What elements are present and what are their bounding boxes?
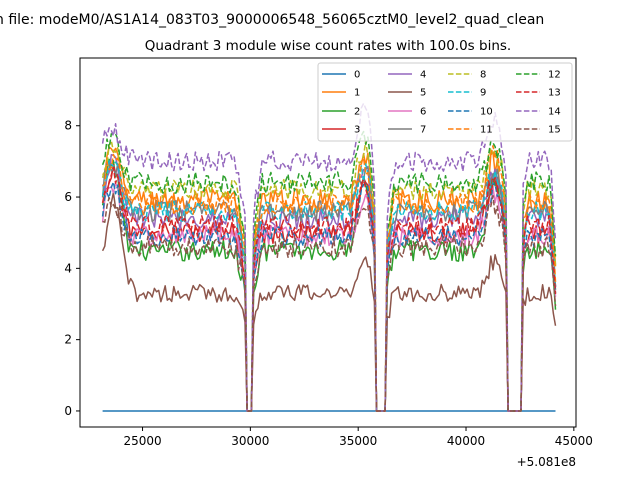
legend-label-14: 14 [548, 107, 561, 118]
series-line-7 [101, 161, 557, 412]
legend-label-11: 11 [480, 125, 493, 136]
x-axis: 25000 30000 35000 40000 45000 [123, 427, 593, 448]
series-line-14 [101, 102, 557, 412]
chart-title: Quadrant 3 module wise count rates with … [145, 38, 511, 54]
x-tick-label: 35000 [339, 434, 377, 448]
legend-box [317, 62, 573, 142]
series-line-10 [101, 181, 557, 412]
series-line-9 [101, 160, 557, 412]
legend-label-5: 5 [420, 88, 426, 99]
legend-label-1: 1 [354, 88, 360, 99]
x-tick-label: 25000 [123, 434, 161, 448]
legend-label-0: 0 [354, 70, 360, 81]
legend-label-15: 15 [548, 125, 561, 136]
legend-label-8: 8 [480, 70, 486, 81]
series-line-12 [101, 130, 557, 412]
series-line-1 [102, 146, 557, 412]
x-tick-label: 40000 [447, 434, 485, 448]
legend-label-2: 2 [354, 107, 360, 118]
legend-label-4: 4 [420, 70, 426, 81]
y-tick-label: 2 [64, 333, 72, 347]
series-line-13 [101, 166, 557, 412]
plot-lines [101, 102, 557, 412]
series-line-5 [101, 191, 557, 412]
y-axis: 0 2 4 6 8 [64, 119, 80, 418]
x-offset-label: +5.081e8 [517, 455, 576, 469]
y-tick-label: 4 [64, 261, 72, 275]
figure-suptitle: n file: modeM0/AS1A14_083T03_9000006548_… [0, 12, 544, 28]
x-tick-label: 30000 [231, 434, 269, 448]
plot-frame [79, 57, 577, 428]
legend-label-7: 7 [420, 125, 426, 136]
x-tick-label: 45000 [555, 434, 593, 448]
y-tick-label: 6 [64, 190, 72, 204]
y-tick-label: 8 [64, 119, 72, 133]
legend-label-10: 10 [480, 107, 493, 118]
series-line-11 [102, 144, 557, 412]
series-line-8 [101, 139, 557, 412]
series-line-2 [101, 158, 557, 412]
y-tick-label: 0 [64, 404, 72, 418]
legend-label-3: 3 [354, 125, 360, 136]
legend-label-9: 9 [480, 88, 486, 99]
legend-label-6: 6 [420, 107, 426, 118]
series-line-15 [102, 194, 557, 412]
legend-label-12: 12 [548, 70, 561, 81]
legend-label-13: 13 [548, 88, 561, 99]
